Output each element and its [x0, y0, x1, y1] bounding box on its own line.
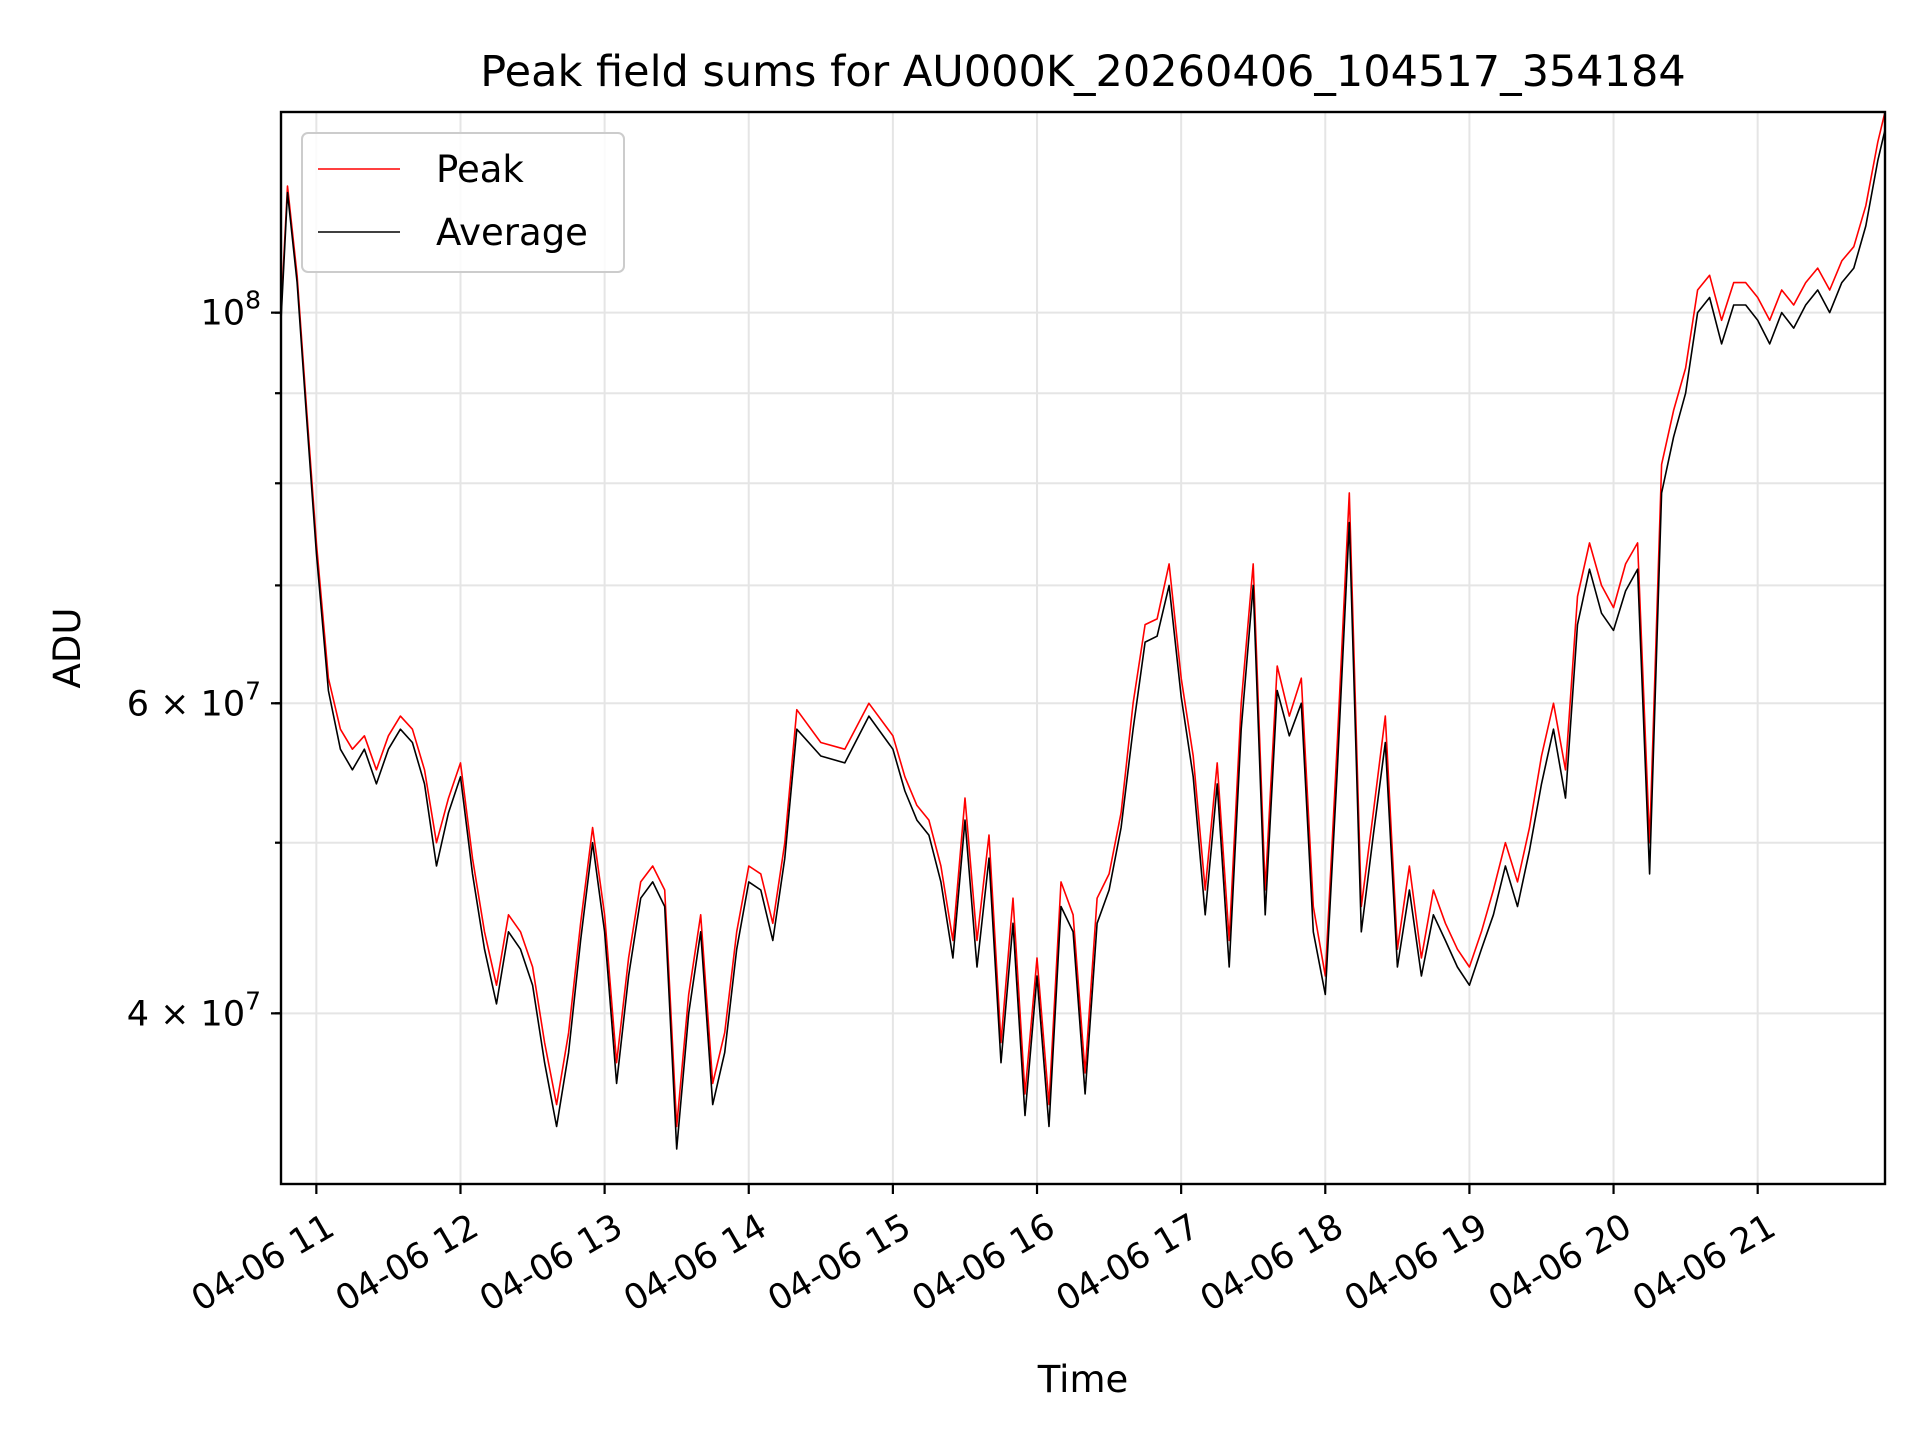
legend-label-peak: Peak	[436, 148, 524, 191]
y-tick-label: 4 × 107	[127, 986, 261, 1034]
series-lines	[280, 111, 1886, 1150]
y-axis-label: ADU	[46, 608, 89, 689]
y-tick-label: 6 × 107	[127, 676, 261, 724]
legend-label-average: Average	[436, 211, 588, 254]
series-line-average	[280, 129, 1886, 1150]
x-axis-label: Time	[1037, 1358, 1129, 1401]
legend-box	[301, 132, 625, 273]
y-tick-label: 108	[201, 286, 261, 334]
grid-lines	[281, 112, 1885, 1184]
legend: Peak Average	[301, 132, 625, 273]
axes-frame	[279, 110, 1887, 1186]
y-axis-ticks: 108 6 × 107 4 × 107	[127, 286, 281, 1034]
chart-title: Peak field sums for AU000K_20260406_1045…	[480, 47, 1685, 97]
series-line-peak	[280, 111, 1886, 1128]
